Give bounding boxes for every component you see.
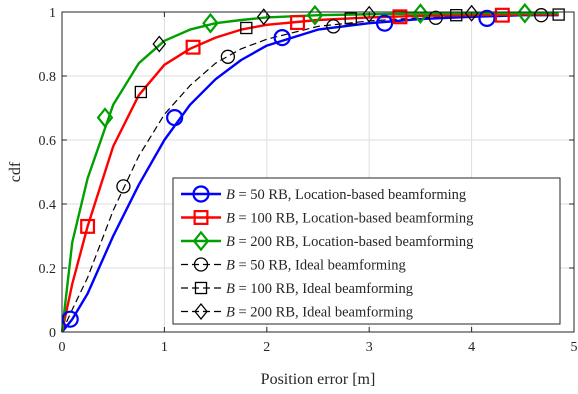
x-tick-label: 1 [161, 340, 168, 355]
legend-entry-label: B = 200 RB, Ideal beamforming [226, 305, 413, 321]
series-markers [61, 2, 565, 328]
data-point [464, 4, 479, 22]
x-axis-label: Position error [m] [261, 371, 376, 388]
legend-marker [192, 230, 210, 252]
data-point [450, 9, 463, 22]
plot-frame [61, 11, 575, 333]
legend-marker [194, 302, 208, 321]
y-tick-label: 0.4 [39, 198, 57, 213]
data-point [412, 3, 429, 24]
y-tick-label: 0.8 [39, 70, 57, 85]
y-tick-label: 0.6 [39, 134, 57, 149]
data-point [516, 2, 534, 24]
data-point [494, 7, 510, 23]
x-tick-label: 2 [263, 340, 270, 355]
legend-entry-label: B = 100 RB, Location-based beamforming [226, 211, 473, 227]
data-point [256, 8, 271, 26]
data-point [166, 108, 184, 127]
axis-ticks: 0 1 2 3 4 5 0 0.2 0.4 0.6 0.8 1 [39, 6, 578, 355]
series-line-0 [61, 13, 559, 333]
series-lines [60, 12, 559, 333]
data-point [375, 14, 394, 32]
x-tick-label: 3 [366, 340, 373, 355]
x-tick-label: 0 [59, 340, 66, 355]
legend-marker [192, 185, 210, 203]
data-point [290, 15, 305, 31]
legend-box [172, 177, 561, 325]
data-point [240, 21, 253, 35]
legend-marker [193, 210, 209, 225]
data-point [428, 10, 443, 25]
data-point [152, 35, 167, 53]
y-tick-label: 0 [49, 326, 56, 341]
data-point [61, 310, 79, 328]
data-point [534, 8, 549, 23]
data-point [80, 218, 96, 234]
data-point [392, 9, 408, 25]
data-point [478, 9, 496, 27]
y-tick-label: 0.2 [39, 262, 57, 277]
data-point [273, 28, 291, 47]
legend-entry-label: B = 50 RB, Location-based beamforming [226, 187, 466, 203]
data-point [344, 12, 357, 25]
legend-entry-label: B = 100 RB, Ideal beamforming [226, 281, 413, 297]
data-point [185, 39, 201, 55]
data-point [96, 107, 114, 128]
x-tick-label: 5 [571, 340, 578, 355]
legend: B = 50 RB, Location-based beamforming B =… [172, 177, 561, 325]
legend-entry-label: B = 50 RB, Ideal beamforming [226, 258, 406, 274]
legend-marker [193, 257, 209, 272]
grid-lines [61, 11, 575, 333]
series-line-1 [60, 13, 559, 333]
legend-entry-label: B = 200 RB, Location-based beamforming [226, 234, 473, 250]
data-point [326, 19, 341, 34]
data-point [116, 179, 131, 194]
data-point [202, 12, 219, 34]
data-point [134, 85, 148, 99]
data-point [552, 8, 565, 21]
y-tick-label: 1 [49, 6, 56, 21]
x-tick-label: 4 [468, 340, 475, 355]
y-axis-label: cdf [7, 161, 24, 182]
data-point [220, 49, 236, 64]
series-line-2 [60, 12, 559, 333]
legend-marker [194, 281, 208, 295]
